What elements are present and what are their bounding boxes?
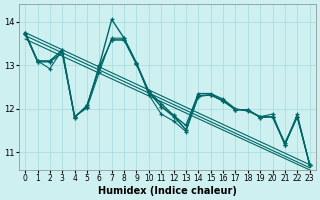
- X-axis label: Humidex (Indice chaleur): Humidex (Indice chaleur): [98, 186, 237, 196]
